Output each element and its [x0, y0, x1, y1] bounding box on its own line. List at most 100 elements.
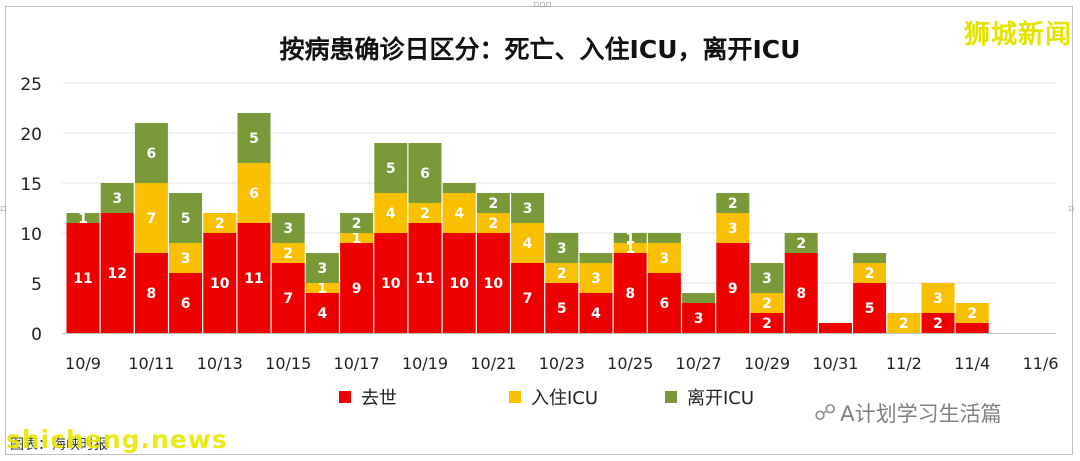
resize-handle-top[interactable]: ▫▫▫	[533, 0, 552, 10]
data-label: 7	[283, 291, 293, 307]
data-label: 2	[352, 216, 362, 232]
data-label: 4	[523, 236, 533, 252]
bar-segment	[613, 233, 647, 243]
data-label: 3	[523, 201, 533, 217]
resize-handle-left[interactable]: ▫	[0, 204, 7, 214]
bar-segment	[442, 183, 476, 193]
data-label: 2	[899, 316, 909, 332]
data-label: 1	[625, 231, 635, 247]
bar-segment	[374, 143, 408, 193]
data-label: 3	[728, 221, 738, 237]
data-label: 2	[967, 306, 977, 322]
data-label: 2	[933, 316, 943, 332]
bar-segment	[579, 253, 613, 263]
bar-segment	[305, 283, 339, 293]
bar-segment	[853, 283, 887, 333]
bar-segment	[476, 193, 510, 213]
data-label: 7	[523, 291, 533, 307]
data-label: 1	[352, 231, 362, 247]
brand-logo: 狮城新闻	[963, 20, 1072, 50]
data-label: 6	[249, 186, 259, 202]
bar-segment	[442, 233, 476, 333]
x-tick-label: 10/9	[65, 354, 101, 373]
bar-segment	[545, 233, 579, 263]
bar-segment	[169, 243, 203, 273]
data-label: 3	[557, 241, 567, 257]
bar-segment	[271, 213, 305, 243]
legend-swatch-icu-out	[665, 391, 677, 403]
bar-segment	[647, 273, 681, 333]
bar-segment	[340, 233, 374, 243]
data-label: 10	[381, 276, 401, 292]
x-tick-label: 10/15	[265, 354, 311, 373]
bar-segment	[271, 243, 305, 263]
data-label: 11	[244, 271, 263, 287]
bar-segment	[853, 263, 887, 283]
bar-segment	[271, 263, 305, 333]
data-label: 2	[865, 266, 875, 282]
data-label: 9	[728, 281, 738, 297]
watermark: ☍ A计划学习生活篇	[814, 398, 1002, 428]
x-tick-label: 11/6	[1023, 354, 1059, 373]
data-label: 3	[591, 271, 601, 287]
data-label: 12	[107, 266, 126, 282]
bar-segment	[716, 243, 750, 333]
x-tick-label: 10/19	[402, 354, 448, 373]
data-label: 2	[420, 206, 430, 222]
data-label: 5	[386, 161, 396, 177]
bar-segment	[305, 253, 339, 283]
bar-segment	[545, 263, 579, 283]
bar-segment	[66, 213, 100, 223]
bar-segment	[134, 123, 168, 183]
bar-segment	[545, 283, 579, 333]
x-tick-label: 10/31	[812, 354, 858, 373]
bar-segment	[853, 253, 887, 263]
bar-segment	[203, 213, 237, 233]
data-label: 10	[210, 276, 230, 292]
data-label: 4	[591, 306, 601, 322]
bar-segment	[682, 293, 716, 303]
y-tick-label: 20	[20, 125, 42, 145]
data-label: 6	[147, 146, 157, 162]
legend-item-icu-out: 离开ICU	[665, 384, 754, 410]
bar-segment	[784, 233, 818, 253]
y-tick-label: 25	[20, 75, 42, 95]
bar-segment	[476, 213, 510, 233]
bar-segment	[237, 163, 271, 223]
x-tick-label: 10/27	[676, 354, 722, 373]
bar-segment	[613, 243, 647, 253]
resize-handle-right[interactable]: ▫	[1068, 204, 1075, 214]
y-tick-label: 0	[31, 325, 42, 345]
bar-segment	[647, 243, 681, 273]
bar-segment	[511, 193, 545, 223]
legend-swatch-death	[339, 391, 351, 403]
legend-label-death: 去世	[361, 388, 397, 409]
data-label: 3	[318, 261, 328, 277]
bar-segment	[921, 313, 955, 333]
data-label: 5	[249, 131, 259, 147]
bar-segment	[203, 233, 237, 333]
bar-segment	[66, 223, 100, 333]
bar-segment	[134, 183, 168, 253]
bar-segment	[511, 223, 545, 263]
data-label: 4	[386, 206, 396, 222]
bar-segment	[374, 193, 408, 233]
data-label: 2	[762, 316, 772, 332]
bar-segment	[750, 313, 784, 333]
bar-segment	[408, 143, 442, 203]
bar-segment	[100, 183, 134, 213]
data-label: 5	[557, 301, 567, 317]
data-label: 3	[112, 191, 122, 207]
bar-segment	[340, 213, 374, 233]
bar-segment	[134, 253, 168, 333]
data-label: 5	[865, 301, 875, 317]
bar-segment	[305, 293, 339, 333]
bar-segment	[374, 233, 408, 333]
bar-segment	[955, 323, 989, 333]
bar-segment	[579, 263, 613, 293]
data-label: 10	[449, 276, 469, 292]
data-label: 6	[660, 296, 670, 312]
data-label: 1	[78, 211, 88, 227]
data-label: 7	[147, 211, 157, 227]
